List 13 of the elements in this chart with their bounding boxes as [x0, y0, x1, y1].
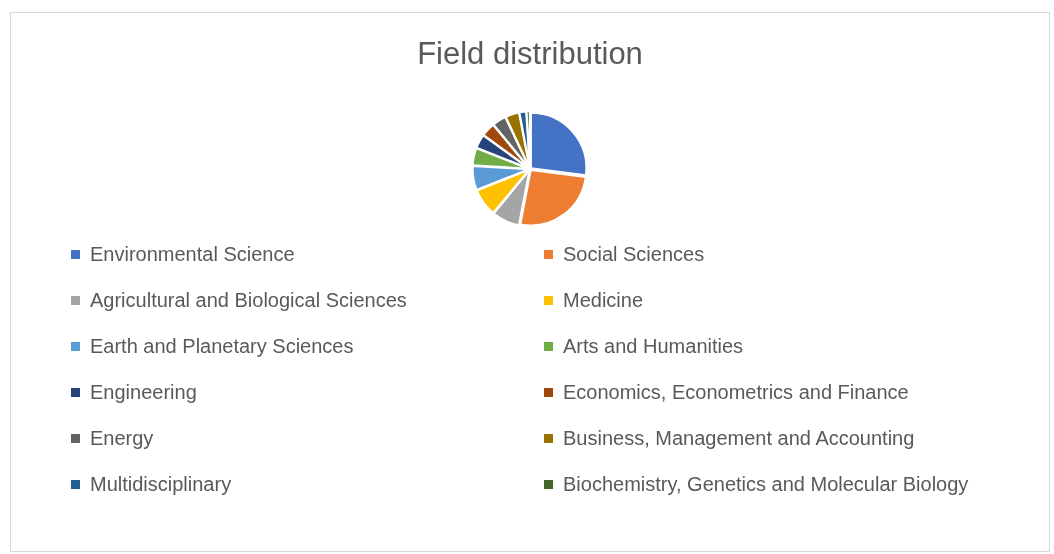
legend-label: Medicine: [563, 289, 644, 312]
legend-label: Earth and Planetary Sciences: [90, 335, 354, 358]
legend-label: Social Sciences: [563, 243, 705, 266]
legend-label: Agricultural and Biological Sciences: [90, 289, 407, 312]
legend-label: Arts and Humanities: [563, 335, 744, 358]
legend-label: Multidisciplinary: [90, 473, 232, 496]
legend-label: Economics, Econometrics and Finance: [563, 381, 909, 404]
legend-label: Environmental Science: [90, 243, 295, 266]
legend-label: Business, Management and Accounting: [563, 427, 915, 450]
chart-title: Field distribution: [417, 36, 643, 72]
legend-label: Energy: [90, 427, 154, 450]
legend-label: Biochemistry, Genetics and Molecular Biology: [563, 473, 969, 496]
legend-label: Engineering: [90, 381, 197, 404]
